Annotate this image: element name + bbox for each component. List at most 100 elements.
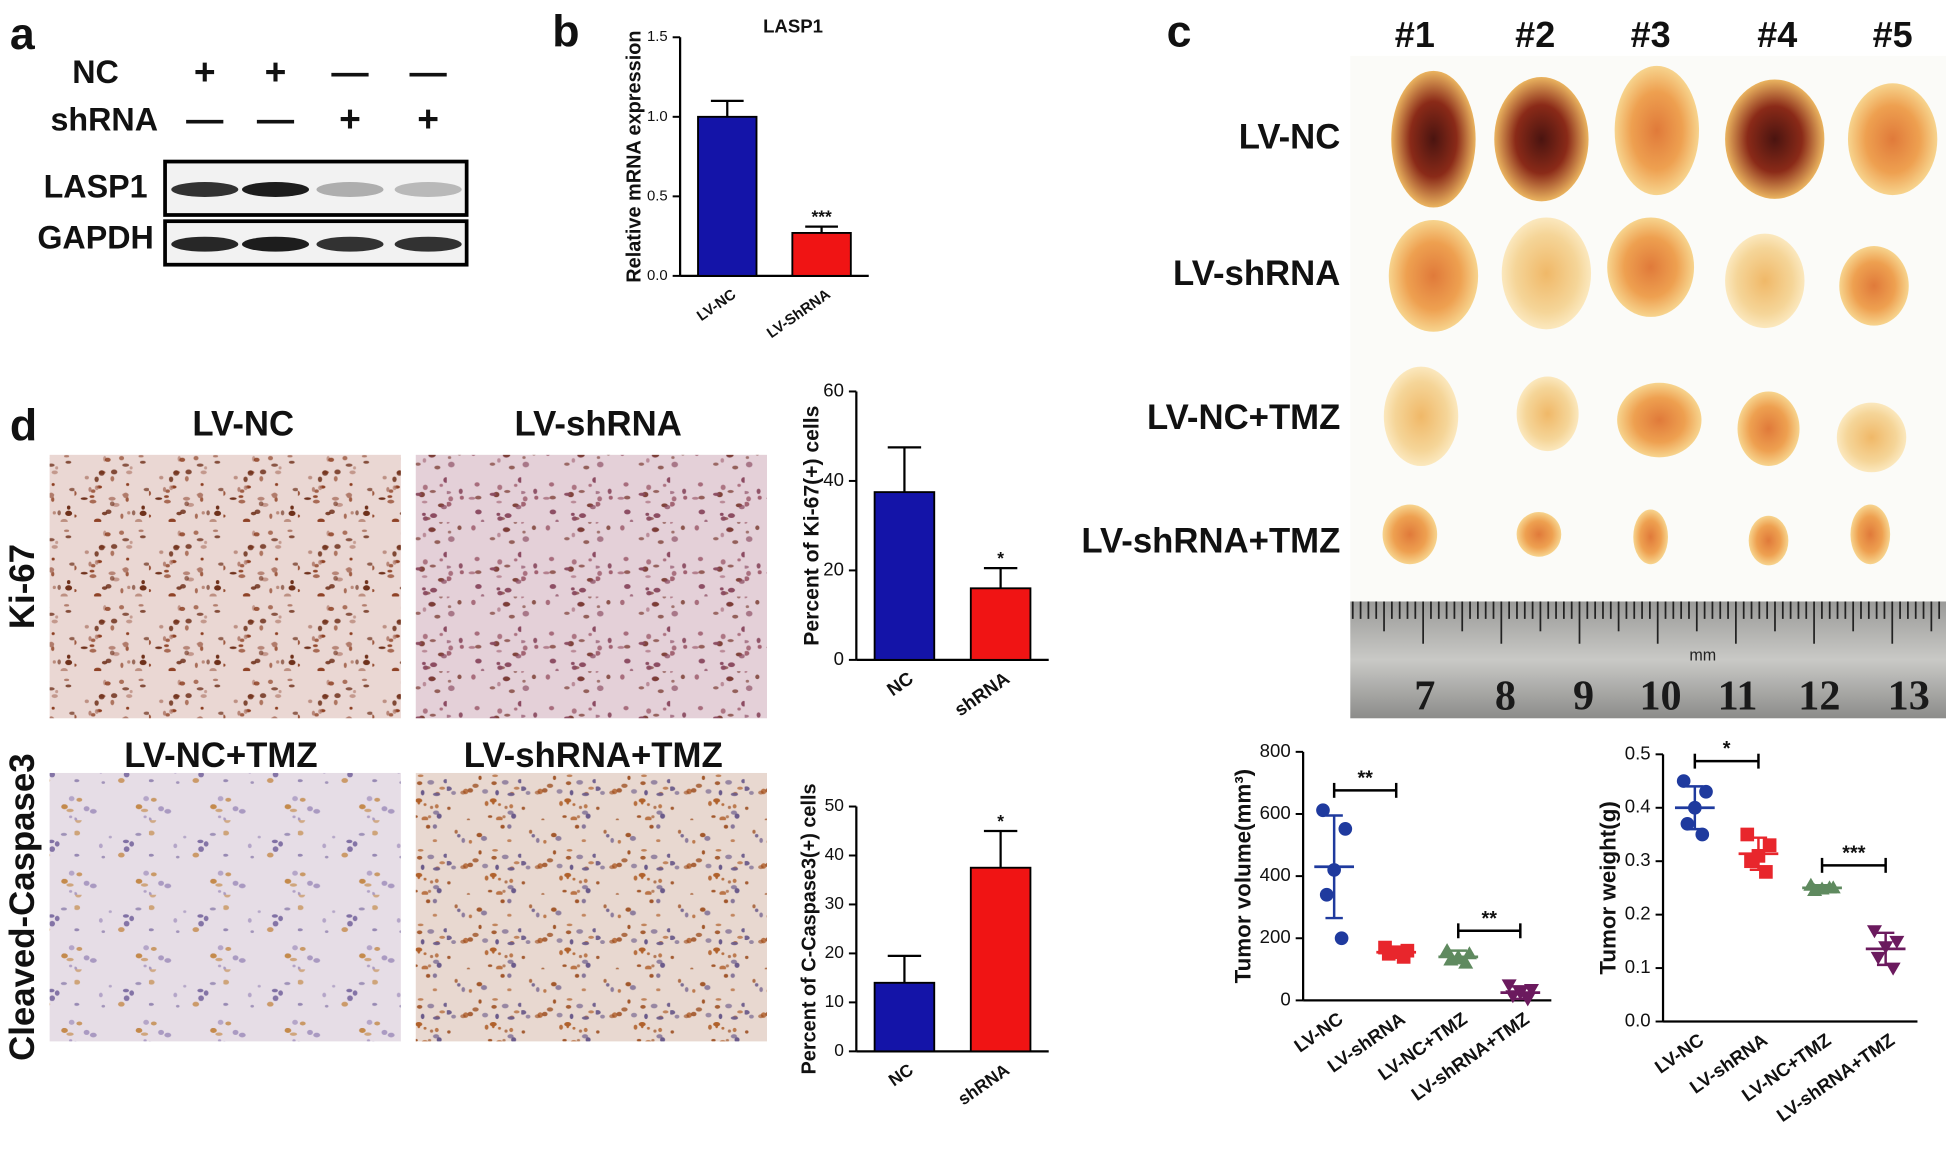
point <box>1740 827 1755 842</box>
bar <box>969 587 1032 661</box>
row-label: LV-NC+TMZ <box>1147 399 1340 437</box>
y-tick-label: 0.3 <box>1625 849 1651 870</box>
point <box>1699 784 1713 799</box>
y-tick-label: 0.5 <box>1625 742 1651 763</box>
tumor <box>1725 233 1805 329</box>
condition-sign: — <box>331 50 369 92</box>
panel-label: a <box>10 10 36 59</box>
point <box>1889 935 1905 949</box>
tumor <box>1847 83 1938 196</box>
ruler-unit: mm <box>1689 646 1716 664</box>
column-label: #4 <box>1757 14 1797 55</box>
ihc-image <box>49 454 401 719</box>
row-label: LV-shRNA+TMZ <box>1081 522 1340 560</box>
significance-label: * <box>997 811 1004 831</box>
panel-label: c <box>1167 8 1192 57</box>
significance-label: *** <box>811 206 832 226</box>
x-tick-label: shRNA <box>950 667 1013 720</box>
x-tick-label: NC <box>885 1059 917 1090</box>
point <box>1759 865 1773 879</box>
ihc-image <box>415 454 767 719</box>
image-label: LV-shRNA+TMZ <box>464 737 723 775</box>
panel-label: b <box>552 8 579 57</box>
point <box>1695 827 1710 842</box>
point <box>1680 816 1695 831</box>
blot-band <box>316 182 384 197</box>
ruler-number: 7 <box>1414 672 1435 719</box>
y-axis-label: Percent of C-Caspase3(+) cells <box>799 783 821 1074</box>
y-tick-label: 0 <box>1280 988 1290 1009</box>
condition-sign: + <box>417 98 439 140</box>
tumor <box>1748 515 1789 566</box>
bar <box>873 981 936 1053</box>
significance-label: ** <box>1482 908 1498 930</box>
x-tick-label: LV-shRNA+TMZ <box>1773 1029 1899 1126</box>
tumor <box>1614 65 1700 196</box>
point <box>1821 880 1838 894</box>
bar <box>697 115 758 277</box>
tumor <box>1633 509 1668 565</box>
significance-label: *** <box>1842 842 1865 864</box>
point <box>1885 962 1901 976</box>
y-tick-label: 20 <box>823 558 844 579</box>
point <box>1319 887 1334 902</box>
column-label: #2 <box>1515 14 1555 55</box>
ihc-row-label: Cleaved-Caspase3 <box>4 753 42 1060</box>
y-tick-label: 40 <box>823 469 844 490</box>
image-label: LV-NC+TMZ <box>124 737 317 775</box>
row-label: LV-shRNA <box>1173 255 1340 293</box>
y-axis-label: Percent of Ki-67(+) cells <box>800 406 823 646</box>
point <box>1381 946 1396 961</box>
y-tick-label: 200 <box>1260 926 1291 947</box>
condition-sign: + <box>339 98 361 140</box>
y-axis-label: Tumor volume(mm³) <box>1231 769 1256 983</box>
tumor <box>1836 402 1907 473</box>
significance-label: ** <box>1357 767 1373 789</box>
y-tick-label: 0.2 <box>1625 903 1651 924</box>
ruler-number: 13 <box>1888 672 1930 719</box>
chart-title: LASP1 <box>763 15 823 36</box>
image-label: LV-NC <box>192 405 294 443</box>
tumor <box>1725 79 1825 199</box>
point <box>1338 822 1353 836</box>
panel-label: d <box>10 402 37 451</box>
condition-sign: + <box>194 50 216 92</box>
tumor <box>1391 70 1476 208</box>
significance-label: * <box>1723 738 1731 760</box>
y-tick-label: 0 <box>834 648 844 669</box>
tumor <box>1737 391 1800 467</box>
point <box>1316 803 1330 818</box>
point <box>1443 952 1459 966</box>
y-tick-label: 0.1 <box>1625 956 1651 977</box>
point <box>1334 931 1349 946</box>
ruler <box>1350 601 1946 719</box>
point <box>1807 883 1823 897</box>
tumor <box>1839 246 1909 326</box>
point <box>1762 838 1777 853</box>
blot-band <box>394 182 462 197</box>
y-tick-label: 400 <box>1260 864 1291 885</box>
y-tick-label: 800 <box>1260 740 1291 761</box>
y-tick-label: 1.0 <box>647 109 668 125</box>
ruler-number: 9 <box>1573 672 1594 719</box>
ihc-image <box>415 772 767 1042</box>
y-tick-label: 1.5 <box>647 29 668 45</box>
point <box>1461 946 1477 960</box>
point <box>1866 925 1882 939</box>
bar <box>969 866 1032 1053</box>
x-tick-label: LV-NC <box>694 287 739 325</box>
condition-label: shRNA <box>51 101 158 137</box>
y-tick-label: 60 <box>823 379 844 400</box>
ruler-number: 8 <box>1495 672 1516 719</box>
condition-sign: — <box>186 98 224 140</box>
point <box>1520 993 1536 1007</box>
blot-band <box>316 236 384 252</box>
protein-label: GAPDH <box>37 219 153 255</box>
point <box>1396 950 1411 964</box>
tumor <box>1617 382 1702 458</box>
y-tick-label: 20 <box>825 942 844 962</box>
ruler-number: 12 <box>1798 672 1840 719</box>
condition-sign: + <box>265 50 287 92</box>
tumor <box>1607 217 1695 317</box>
